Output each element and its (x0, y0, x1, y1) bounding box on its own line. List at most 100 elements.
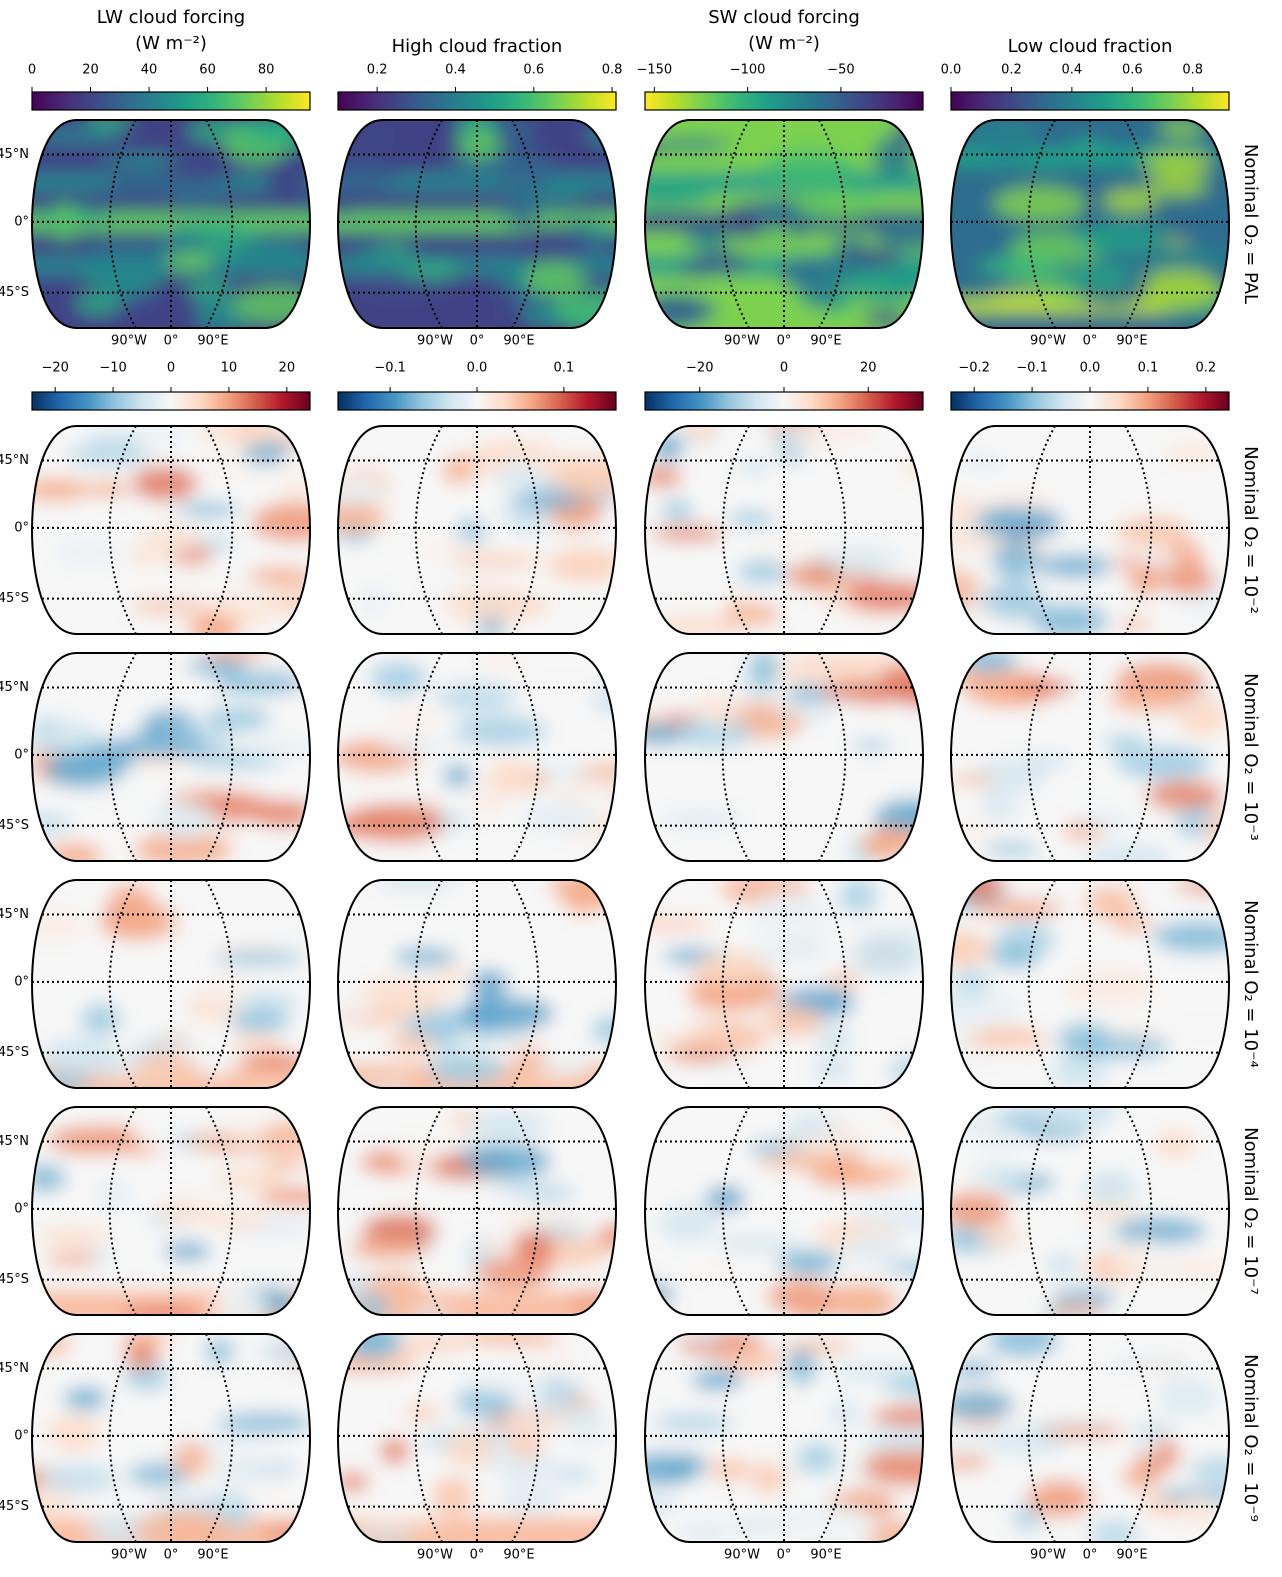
longitude-label: 0° (470, 1548, 485, 1563)
colorbar-tick-label: −0.1 (374, 361, 406, 376)
colorbar (644, 91, 924, 111)
colorbar-tick-label: −100 (730, 63, 766, 78)
colorbar-tick-label: −0.1 (1016, 361, 1048, 376)
map (338, 426, 616, 634)
grid-line (818, 1107, 847, 1315)
grid-line (205, 1334, 234, 1542)
grid-line (818, 880, 847, 1088)
colorbar-tick-label: 0.0 (467, 361, 488, 376)
longitude-label: 90°E (810, 334, 841, 349)
colorbar-tick-label: −20 (41, 361, 68, 376)
grid-line (205, 653, 234, 861)
map (338, 880, 616, 1088)
latitude-label: 45°S (0, 1499, 29, 1514)
longitude-label: 90°W (111, 334, 147, 349)
colorbar-tick-label: 0 (780, 361, 788, 376)
colorbar-tick-label: 60 (199, 63, 216, 78)
longitude-label: 0° (777, 334, 792, 349)
longitude-label: 90°E (1116, 1548, 1147, 1563)
grid-line (721, 120, 750, 328)
colorbar (337, 391, 617, 411)
grid-line (721, 880, 750, 1088)
row-label: Nominal O₂ = 10⁻⁹ (1240, 1354, 1261, 1522)
map (32, 880, 310, 1088)
map-outline (949, 879, 1231, 1089)
map-outline (336, 1106, 618, 1316)
map (32, 1107, 310, 1315)
map-outline (30, 425, 312, 635)
grid-line (108, 1334, 137, 1542)
colorbar-tick-label: 0.0 (1080, 361, 1101, 376)
map (951, 653, 1229, 861)
map-outline (336, 879, 618, 1089)
colorbar-tick-label: 0.8 (1182, 63, 1203, 78)
colorbar-tick-label: 0.6 (1122, 63, 1143, 78)
longitude-label: 90°E (197, 334, 228, 349)
map-outline (949, 1106, 1231, 1316)
map-outline (30, 1106, 312, 1316)
grid-line (1027, 1334, 1056, 1542)
map (645, 1107, 923, 1315)
grid-line (511, 880, 540, 1088)
map-outline (336, 1333, 618, 1543)
grid-line (511, 653, 540, 861)
grid-line (1124, 120, 1153, 328)
colorbar-tick-label: 20 (860, 361, 877, 376)
map (645, 880, 923, 1088)
colorbar (337, 91, 617, 111)
map-outline (949, 1333, 1231, 1543)
grid-line (511, 120, 540, 328)
colorbar (644, 391, 924, 411)
row-label: Nominal O₂ = 10⁻⁴ (1240, 900, 1261, 1068)
colorbar-tick-label: 0.2 (1195, 361, 1216, 376)
latitude-label: 0° (14, 1201, 29, 1216)
grid-line (1124, 426, 1153, 634)
longitude-label: 0° (470, 334, 485, 349)
colorbar-tick-label: 20 (279, 361, 296, 376)
map-outline (643, 1333, 925, 1543)
grid-line (414, 1107, 443, 1315)
latitude-label: 0° (14, 520, 29, 535)
map-outline (643, 119, 925, 329)
map (338, 1334, 616, 1542)
longitude-label: 0° (164, 1548, 179, 1563)
map-outline (336, 652, 618, 862)
map-outline (949, 652, 1231, 862)
map-outline (643, 652, 925, 862)
colorbar-tick-label: 0.2 (1001, 63, 1022, 78)
map (645, 1334, 923, 1542)
column-title: SW cloud forcing (708, 7, 860, 28)
grid-line (414, 120, 443, 328)
grid-line (205, 120, 234, 328)
map-outline (30, 119, 312, 329)
map (32, 120, 310, 328)
grid-line (1027, 653, 1056, 861)
latitude-label: 45°S (0, 285, 29, 300)
grid-line (1124, 1107, 1153, 1315)
grid-line (818, 426, 847, 634)
grid-line (414, 426, 443, 634)
longitude-label: 90°W (111, 1548, 147, 1563)
longitude-label: 90°E (503, 334, 534, 349)
map (32, 426, 310, 634)
colorbar-tick-label: −150 (636, 63, 672, 78)
map (951, 1334, 1229, 1542)
column-title: High cloud fraction (392, 36, 563, 57)
grid-line (108, 880, 137, 1088)
colorbar-tick-label: −10 (99, 361, 126, 376)
map-outline (949, 425, 1231, 635)
map-outline (643, 879, 925, 1089)
grid-line (511, 1107, 540, 1315)
grid-line (511, 1334, 540, 1542)
grid-line (108, 1107, 137, 1315)
grid-line (108, 120, 137, 328)
column-title: (W m⁻²) (135, 33, 207, 54)
colorbar-tick-label: 0.0 (941, 63, 962, 78)
latitude-label: 0° (14, 1428, 29, 1443)
row-label: Nominal O₂ = 10⁻³ (1240, 673, 1261, 841)
map (645, 120, 923, 328)
latitude-label: 45°N (0, 680, 29, 695)
latitude-label: 45°S (0, 1045, 29, 1060)
row-label: Nominal O₂ = 10⁻⁷ (1240, 1127, 1261, 1295)
map-outline (30, 879, 312, 1089)
